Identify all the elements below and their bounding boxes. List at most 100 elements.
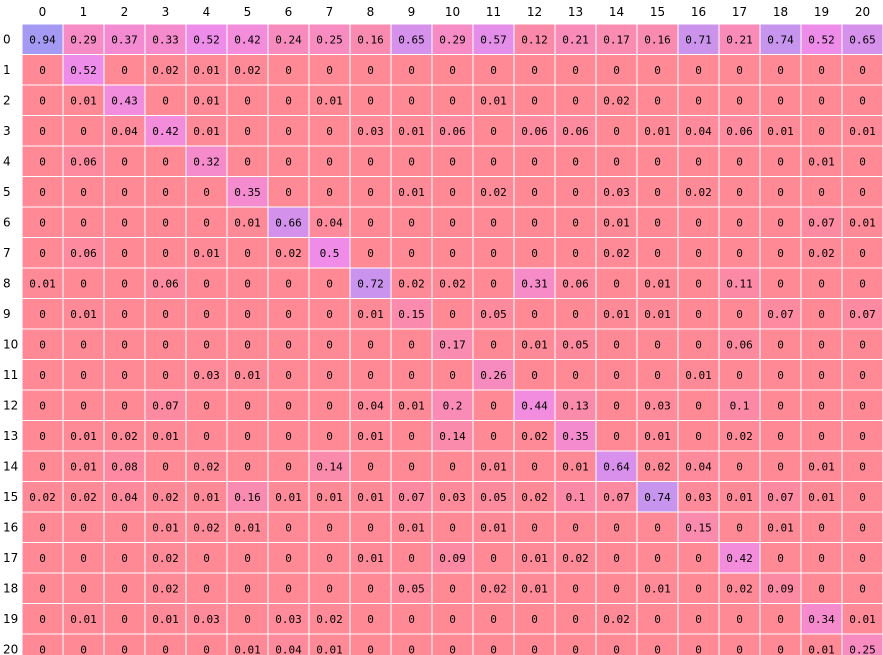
cell-value-label: 0.01: [29, 277, 56, 290]
cell-value-label: 0.02: [316, 613, 343, 626]
cell-value-label: 0: [162, 338, 169, 351]
cell-value-label: 0: [162, 186, 169, 199]
heatmap-cell: [472, 420, 515, 452]
cell-value-label: 0.01: [316, 491, 343, 504]
heatmap-cell: [513, 145, 556, 177]
cell-value-label: 0: [859, 552, 866, 565]
row-label: 2: [3, 93, 11, 107]
cell-value-label: 0: [326, 369, 333, 382]
heatmap-cell: [185, 572, 228, 604]
cell-value-label: 0.04: [357, 399, 384, 412]
heatmap-cell: [103, 389, 146, 421]
cell-value-label: 0.07: [808, 216, 835, 229]
cell-value-label: 0.07: [603, 491, 630, 504]
column-label: 17: [732, 5, 747, 19]
cell-value-label: 0.01: [808, 460, 835, 473]
cell-value-label: 0.29: [70, 33, 97, 46]
heatmap-cell: [185, 115, 228, 147]
heatmap-cell: [800, 145, 843, 177]
cell-value-label: 0: [695, 552, 702, 565]
heatmap-cell: [841, 420, 883, 452]
heatmap-cell: [595, 511, 638, 543]
cell-value-label: 0.01: [70, 308, 97, 321]
cell-value-label: 0: [859, 64, 866, 77]
heatmap-cell: [308, 84, 351, 116]
heatmap-cell: [267, 298, 310, 330]
heatmap-cell: [103, 328, 146, 360]
cell-value-label: 0.1: [566, 491, 586, 504]
cell-value-label: 0: [859, 247, 866, 260]
cell-value-label: 0: [490, 643, 497, 655]
cell-value-label: 0.13: [562, 399, 589, 412]
row-label: 16: [3, 520, 18, 534]
cell-value-label: 0.94: [29, 33, 56, 46]
heatmap-cell: [841, 511, 883, 543]
cell-value-label: 0: [818, 277, 825, 290]
cell-value-label: 0: [326, 64, 333, 77]
cell-value-label: 0.03: [193, 613, 220, 626]
heatmap-cell: [185, 298, 228, 330]
cell-value-label: 0: [490, 399, 497, 412]
cell-value-label: 0.01: [726, 491, 753, 504]
cell-value-label: 0: [449, 247, 456, 260]
cell-value-label: 0.02: [152, 491, 179, 504]
heatmap-cell: [390, 237, 433, 269]
heatmap-cell: [103, 603, 146, 635]
cell-value-label: 0: [203, 552, 210, 565]
heatmap-cell: [513, 542, 556, 574]
heatmap-cell: [226, 511, 269, 543]
cell-value-label: 0: [818, 521, 825, 534]
cell-value-label: 0: [777, 94, 784, 107]
heatmap-cell: [103, 420, 146, 452]
cell-value-label: 0: [654, 521, 661, 534]
cell-value-label: 0: [859, 491, 866, 504]
heatmap-cell: [472, 481, 515, 513]
heatmap-cell: [431, 572, 474, 604]
heatmap-cell: [841, 328, 883, 360]
cell-value-label: 0.09: [767, 582, 794, 595]
heatmap-cell: [62, 298, 105, 330]
cell-value-label: 0: [326, 399, 333, 412]
heatmap-cell: [349, 359, 392, 391]
heatmap-cell: [226, 298, 269, 330]
cell-value-label: 0.02: [726, 582, 753, 595]
cell-value-label: 0: [39, 216, 46, 229]
heatmap-cell: [226, 54, 269, 86]
cell-value-label: 0: [285, 94, 292, 107]
heatmap-cell: [308, 542, 351, 574]
heatmap-cell: [431, 450, 474, 482]
cell-value-label: 0.04: [111, 491, 138, 504]
cell-value-label: 0: [39, 460, 46, 473]
cell-value-label: 0: [326, 308, 333, 321]
cell-value-label: 0: [449, 155, 456, 168]
heatmap-cell: [595, 84, 638, 116]
cell-value-label: 0: [80, 399, 87, 412]
cell-value-label: 0: [285, 64, 292, 77]
cell-value-label: 0: [695, 399, 702, 412]
cell-value-label: 0: [80, 369, 87, 382]
column-label: 12: [527, 5, 542, 19]
cell-value-label: 0.01: [644, 430, 671, 443]
cell-value-label: 0.01: [234, 643, 261, 655]
heatmap-cell: [759, 572, 802, 604]
cell-value-label: 0.01: [357, 491, 384, 504]
heatmap-cell: [841, 633, 883, 655]
cell-value-label: 0: [613, 521, 620, 534]
cell-value-label: 0: [613, 582, 620, 595]
heatmap-cell: [677, 267, 720, 299]
cell-value-label: 0: [736, 613, 743, 626]
heatmap-cell: [841, 237, 883, 269]
column-label: 16: [691, 5, 706, 19]
heatmap-cell: [349, 450, 392, 482]
heatmap-cell: [144, 84, 187, 116]
heatmap-cell: [308, 23, 351, 55]
cell-value-label: 0.02: [152, 552, 179, 565]
cell-value-label: 0: [695, 338, 702, 351]
cell-value-label: 0.07: [767, 308, 794, 321]
heatmap-cell: [759, 420, 802, 452]
cell-value-label: 0: [408, 64, 415, 77]
cell-value-label: 0: [572, 216, 579, 229]
heatmap-cell: [759, 481, 802, 513]
cell-value-label: 0.16: [357, 33, 384, 46]
cell-value-label: 0.52: [70, 64, 97, 77]
